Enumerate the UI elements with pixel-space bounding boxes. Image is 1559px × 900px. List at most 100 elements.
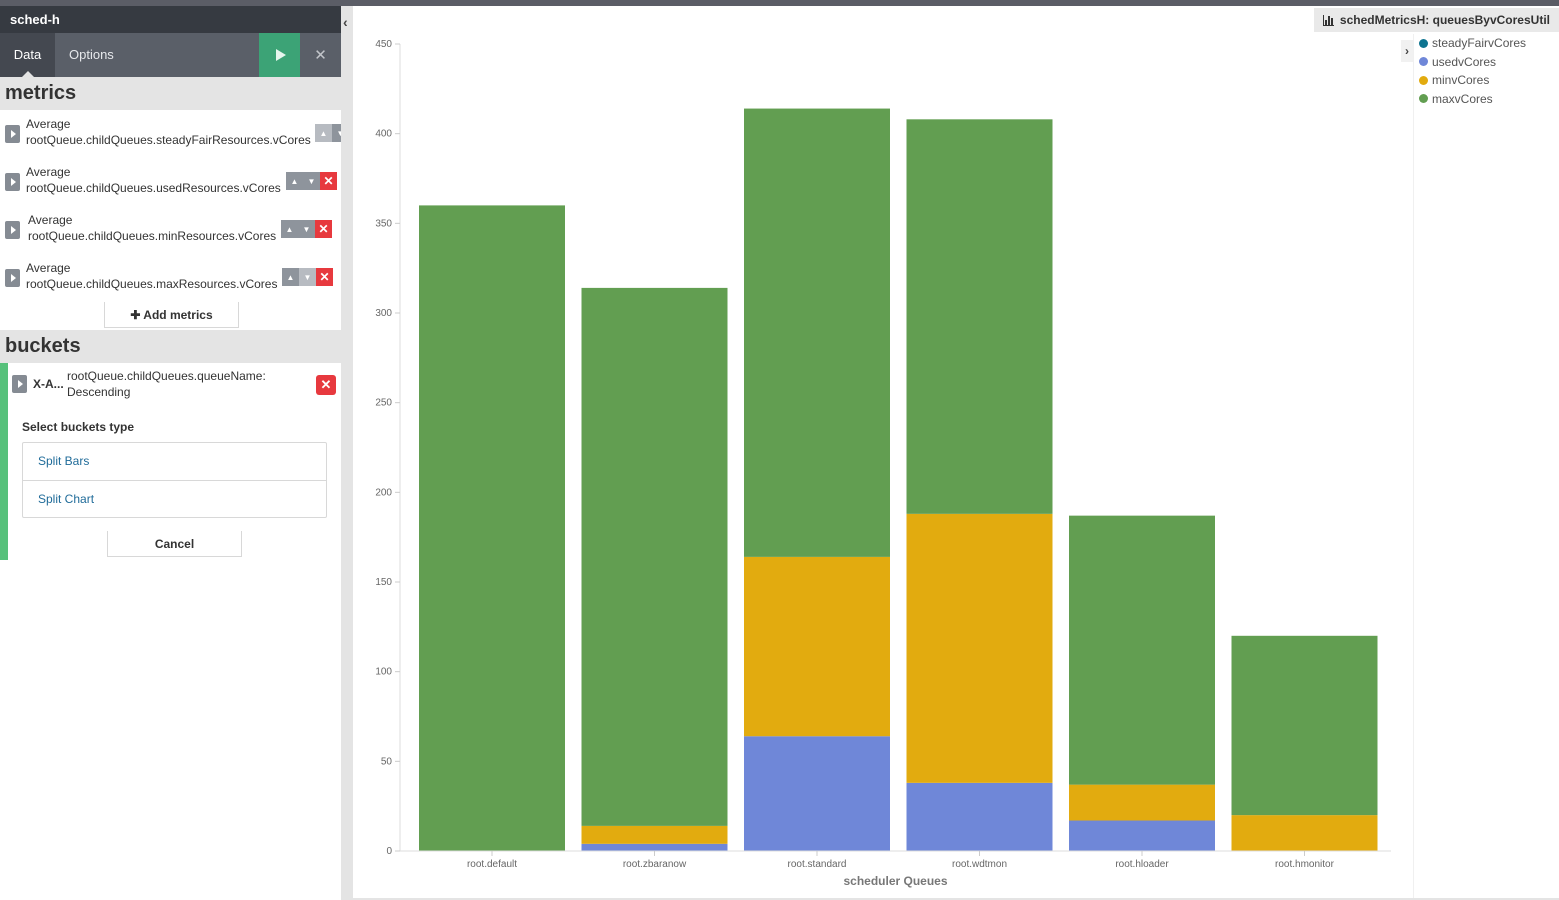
legend-label: steadyFairvCores xyxy=(1432,36,1527,51)
sidebar-collapse-bar: ‹ xyxy=(341,6,353,900)
tab-data[interactable]: Data xyxy=(0,33,55,77)
bar-segment xyxy=(1069,515,1215,785)
x-axis: root.default root.zbaranow root.standard ro… xyxy=(400,850,1391,870)
expand-toggle[interactable] xyxy=(12,375,27,393)
plus-icon: ✚ xyxy=(130,308,144,322)
editor-sidebar: sched-h Data Options ✕ metrics Average r… xyxy=(0,6,341,900)
y-tick-label: 450 xyxy=(375,39,392,50)
add-metrics-container: ✚ Add metrics xyxy=(0,302,341,330)
bucket-description: rootQueue.childQueues.queueName: Descend… xyxy=(67,368,266,400)
caret-right-icon xyxy=(10,130,16,138)
move-up-button[interactable]: ▲ xyxy=(281,220,298,238)
x-tick-label: root.wdtmon xyxy=(952,859,1007,870)
metric-controls: ▲ ▼ ✕ xyxy=(286,172,337,190)
legend-item[interactable]: minvCores xyxy=(1414,71,1559,90)
bucket-field: rootQueue.childQueues.queueName: xyxy=(67,369,266,383)
top-bar xyxy=(0,0,1559,6)
remove-metric-button[interactable]: ✕ xyxy=(316,268,333,286)
remove-metric-button[interactable]: ✕ xyxy=(315,220,332,238)
remove-bucket-button[interactable]: ✕ xyxy=(316,375,336,395)
bar-segment xyxy=(744,736,890,851)
expand-toggle[interactable] xyxy=(5,221,20,239)
bucket-order: Descending xyxy=(67,385,131,399)
move-down-button[interactable]: ▼ xyxy=(298,220,315,238)
y-tick-label: 50 xyxy=(381,756,393,767)
y-tick-label: 250 xyxy=(375,398,392,409)
move-up-button[interactable]: ▲ xyxy=(315,124,332,142)
add-metrics-button[interactable]: ✚ Add metrics xyxy=(104,302,239,328)
bar-segment xyxy=(906,513,1053,783)
bucket-type-list: Split Bars Split Chart xyxy=(22,442,327,518)
metric-controls: ▲ ▼ ✕ xyxy=(282,268,333,286)
caret-right-icon xyxy=(10,226,16,234)
bar-segment xyxy=(744,556,890,737)
legend-swatch xyxy=(1419,57,1428,67)
y-tick-label: 0 xyxy=(386,846,392,857)
cancel-button[interactable]: Cancel xyxy=(107,531,242,557)
expand-toggle[interactable] xyxy=(5,269,20,287)
move-up-button[interactable]: ▲ xyxy=(286,172,303,190)
bar-segment xyxy=(1231,815,1378,851)
bar-segment xyxy=(1069,820,1215,851)
metric-agg: Average xyxy=(26,261,71,275)
metrics-header: metrics xyxy=(0,77,341,110)
split-bars-option[interactable]: Split Bars xyxy=(38,454,90,468)
legend-item[interactable]: steadyFairvCores xyxy=(1414,34,1559,53)
move-down-button[interactable]: ▼ xyxy=(303,172,320,190)
metric-agg: Average xyxy=(28,213,73,227)
caret-right-icon xyxy=(17,380,23,388)
chevron-left-icon[interactable]: ‹ xyxy=(343,14,348,30)
metric-row: Average rootQueue.childQueues.maxResourc… xyxy=(0,254,341,302)
caret-right-icon xyxy=(10,274,16,282)
x-tick-label: root.hloader xyxy=(1115,859,1169,870)
legend: steadyFairvCores usedvCores minvCores ma… xyxy=(1413,34,1559,898)
move-up-button[interactable]: ▲ xyxy=(282,268,299,286)
legend-toggle-button[interactable]: › xyxy=(1401,40,1413,62)
expand-toggle[interactable] xyxy=(5,125,20,143)
metric-field: rootQueue.childQueues.maxResources.vCore… xyxy=(26,277,278,291)
remove-metric-button[interactable]: ✕ xyxy=(320,172,337,190)
tab-options[interactable]: Options xyxy=(69,47,114,62)
metric-row: Average rootQueue.childQueues.steadyFair… xyxy=(0,110,341,158)
x-tick-label: root.hmonitor xyxy=(1275,859,1335,870)
chart-panel: schedMetricsH: queuesByvCoresUtil 0 50 100… xyxy=(353,6,1559,898)
move-down-button[interactable]: ▼ xyxy=(332,124,341,142)
metric-field: rootQueue.childQueues.steadyFairResource… xyxy=(26,133,311,147)
bar-chart-icon xyxy=(1322,14,1334,26)
chevron-right-icon: › xyxy=(1405,44,1409,58)
discard-changes-button[interactable]: ✕ xyxy=(300,33,341,77)
legend-label: minvCores xyxy=(1432,73,1490,88)
split-chart-option[interactable]: Split Chart xyxy=(23,480,326,517)
legend-item[interactable]: maxvCores xyxy=(1414,90,1559,109)
caret-right-icon xyxy=(10,178,16,186)
bar-segment xyxy=(419,205,565,851)
legend-item[interactable]: usedvCores xyxy=(1414,53,1559,72)
expand-toggle[interactable] xyxy=(5,173,20,191)
metric-label: Average rootQueue.childQueues.maxResourc… xyxy=(26,260,277,292)
apply-changes-button[interactable] xyxy=(259,33,300,77)
chart-title: schedMetricsH: queuesByvCoresUtil xyxy=(1339,13,1550,27)
x-axis-title: scheduler Queues xyxy=(843,874,947,888)
metric-field: rootQueue.childQueues.minResources.vCore… xyxy=(28,229,277,243)
y-axis: 0 50 100 150 200 250 300 350 400 450 xyxy=(375,39,401,857)
bucket-editor: X-A... rootQueue.childQueues.queueName: … xyxy=(0,363,341,560)
y-tick-label: 300 xyxy=(375,308,392,319)
bar-segment xyxy=(581,843,728,851)
metric-agg: Average xyxy=(26,117,71,131)
legend-swatch xyxy=(1419,75,1428,85)
metric-row: Average rootQueue.childQueues.minResourc… xyxy=(0,206,341,254)
metric-field: rootQueue.childQueues.usedResources.vCor… xyxy=(26,181,281,195)
x-tick-label: root.default xyxy=(467,859,517,870)
bar-segment xyxy=(1069,784,1215,821)
select-buckets-type-label: Select buckets type xyxy=(22,420,135,434)
visualization-title: schedMetricsH: queuesByvCoresUtil xyxy=(1313,8,1559,32)
move-down-button[interactable]: ▼ xyxy=(299,268,316,286)
bar-segment xyxy=(744,108,890,557)
metric-row: Average rootQueue.childQueues.usedResour… xyxy=(0,158,341,206)
add-metrics-label: Add metrics xyxy=(143,308,213,322)
metric-agg: Average xyxy=(26,165,71,179)
metric-label: Average rootQueue.childQueues.minResourc… xyxy=(28,212,276,244)
legend-label: usedvCores xyxy=(1432,54,1497,69)
legend-swatch xyxy=(1419,38,1428,48)
y-tick-label: 400 xyxy=(375,129,392,140)
